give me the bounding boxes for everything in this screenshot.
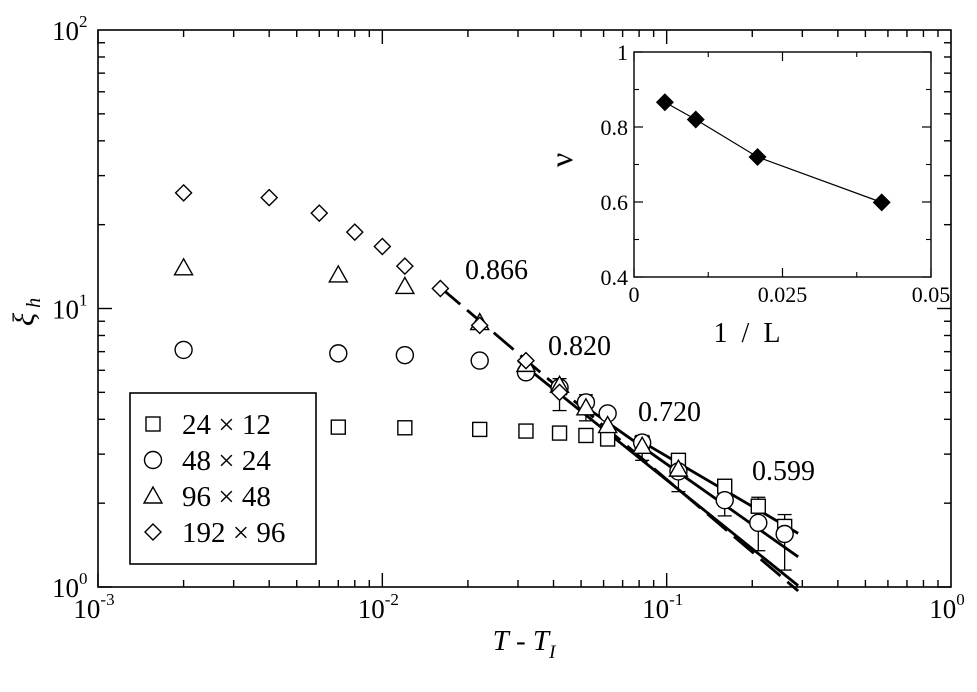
x-tick-label: 10-1 <box>642 590 683 624</box>
inset-ticks: 0 0.025 0.05 0.4 0.6 0.8 1 <box>601 40 951 307</box>
point-series-2 <box>575 397 597 416</box>
annotation-0866: 0.866 <box>465 255 528 286</box>
legend: 24 × 12 48 × 24 96 × 48 192 × 96 <box>129 392 317 565</box>
legend-markers <box>142 416 164 541</box>
point-series-1 <box>329 344 348 363</box>
inset-series-line <box>664 101 882 203</box>
fit-line <box>580 402 799 558</box>
point-series-3 <box>174 183 193 202</box>
point-series-0 <box>518 423 534 439</box>
y-tick-label: 101 <box>52 291 88 325</box>
point-series-0 <box>750 498 766 514</box>
point-series-3 <box>373 237 392 256</box>
fit-lines <box>439 286 800 593</box>
inset-x-tick-label: 0.05 <box>912 282 951 307</box>
main-tick-labels: 10-3 10-2 10-1 100 100 101 102 <box>52 12 965 624</box>
legend-box <box>129 392 317 565</box>
point-series-2 <box>668 458 689 477</box>
inset-line <box>664 101 882 203</box>
point-series-1 <box>749 513 768 533</box>
annotation-0820: 0.820 <box>548 331 611 362</box>
inset-y-tick-label: 1 <box>617 40 628 65</box>
x-tick-label: 10-2 <box>358 590 399 624</box>
inset-plot-frame <box>633 51 932 278</box>
inset-x-axis-label: 1 / L <box>714 318 781 349</box>
point-series-0 <box>471 421 488 438</box>
point-series-3 <box>395 257 414 276</box>
annotation-0720: 0.720 <box>638 397 701 428</box>
point-series-1 <box>715 490 734 510</box>
inset-point <box>655 93 674 112</box>
point-series-2 <box>394 276 416 295</box>
point-series-3 <box>431 279 450 298</box>
inset-x-tick-label: 0.025 <box>758 282 808 307</box>
point-series-2 <box>597 415 618 434</box>
inset-y-tick-label: 0.6 <box>601 190 629 215</box>
point-series-1 <box>775 524 794 544</box>
inset-chart: 0 0.025 0.05 0.4 0.6 0.8 1 ν 1 / L <box>543 40 950 349</box>
point-series-1 <box>174 340 193 360</box>
point-series-0 <box>397 420 413 436</box>
point-series-3 <box>516 351 535 370</box>
point-series-3 <box>470 316 489 335</box>
inset-markers <box>655 93 891 212</box>
point-series-1 <box>395 345 415 365</box>
point-series-3 <box>260 188 279 207</box>
legend-label-48x24: 48 × 24 <box>182 445 271 477</box>
inset-y-tick-label: 0.4 <box>601 265 629 290</box>
point-series-1 <box>470 351 489 370</box>
main-ticks <box>97 30 951 588</box>
annotation-0599: 0.599 <box>752 456 815 487</box>
fit-line <box>517 359 800 587</box>
point-series-2 <box>173 257 194 276</box>
inset-x-tick-label: 0 <box>629 282 640 307</box>
legend-label-96x48: 96 × 48 <box>182 481 271 513</box>
inset-point <box>748 148 767 166</box>
inset-point <box>872 193 891 212</box>
point-series-2 <box>631 435 653 455</box>
x-tick-label: 10-3 <box>73 590 114 624</box>
legend-marker-1 <box>143 450 163 470</box>
point-series-0 <box>599 431 616 447</box>
legend-label-24x12: 24 × 12 <box>182 409 271 441</box>
point-series-0 <box>551 425 568 441</box>
point-series-3 <box>310 204 329 223</box>
legend-marker-2 <box>142 485 164 504</box>
legend-label-192x96: 192 × 96 <box>182 517 285 549</box>
y-tick-label: 100 <box>52 569 88 603</box>
point-series-3 <box>345 223 364 242</box>
data-markers <box>173 183 794 544</box>
point-series-3 <box>550 383 569 402</box>
main-chart: 10-3 10-2 10-1 100 100 101 102 0.866 0.820 0.7… <box>6 12 965 663</box>
y-axis-label: ξh <box>6 298 45 326</box>
legend-marker-0 <box>145 416 161 432</box>
x-tick-label: 100 <box>929 590 965 624</box>
point-series-0 <box>330 419 346 435</box>
fit-line <box>439 286 800 593</box>
point-series-2 <box>328 264 349 283</box>
inset-point <box>686 110 705 129</box>
point-series-0 <box>578 427 594 444</box>
x-axis-label: T - TI <box>493 625 557 663</box>
legend-marker-3 <box>144 523 162 541</box>
inset-y-tick-label: 0.8 <box>601 115 629 140</box>
inset-y-axis-label: ν <box>543 153 579 167</box>
y-tick-label: 102 <box>52 12 88 46</box>
